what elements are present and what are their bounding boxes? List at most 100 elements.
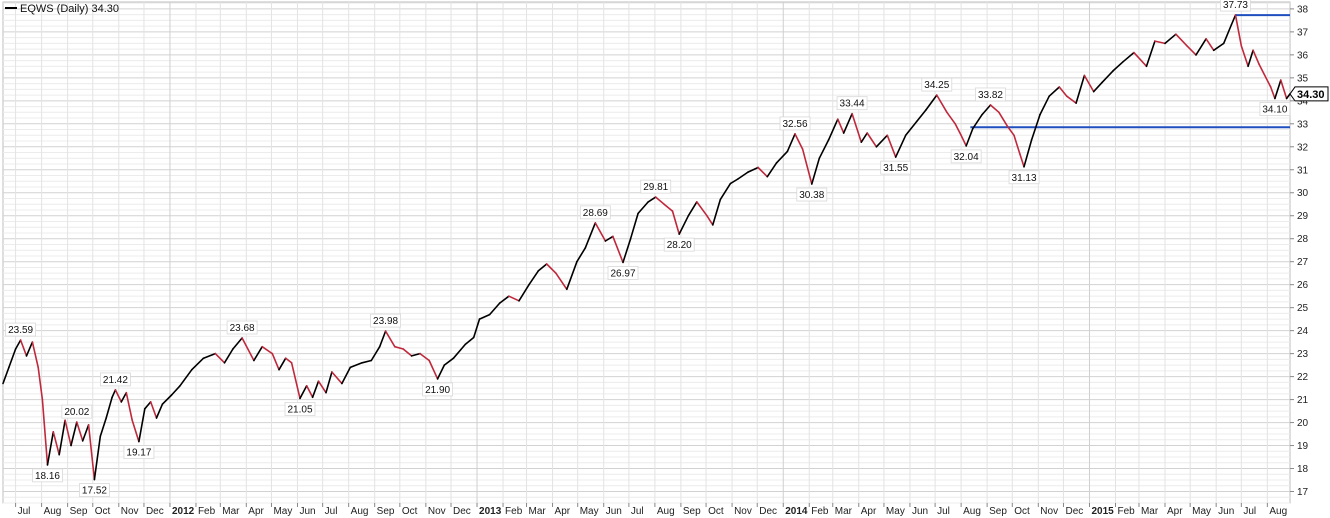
price-segment-up — [518, 283, 530, 302]
annotation-label: 37.73 — [1223, 0, 1248, 11]
x-tick-label: Oct — [1014, 506, 1030, 517]
price-segment-down — [954, 123, 962, 137]
x-tick-label: 2012 — [172, 506, 195, 517]
price-segment-down — [52, 430, 61, 456]
price-segment-up — [528, 270, 540, 286]
x-tick-label: Dec — [146, 506, 164, 517]
x-tick-label: Feb — [198, 506, 216, 517]
price-segment-up — [711, 198, 722, 226]
price-segment-down — [757, 166, 769, 178]
price-segment-up — [99, 417, 107, 438]
price-segment-up — [81, 424, 90, 442]
price-segment-down — [1154, 40, 1166, 45]
price-segment-down — [64, 419, 72, 447]
price-segment-down — [1205, 37, 1215, 52]
y-tick-label: 24 — [1297, 326, 1309, 337]
annotation-box — [61, 404, 93, 419]
price-segment-down — [1269, 86, 1276, 100]
price-segment-up — [1039, 95, 1050, 116]
price-segment-up — [622, 237, 632, 264]
price-segment-down — [695, 201, 708, 217]
last-price-label: 34.30 — [1297, 89, 1325, 101]
price-segment-down — [1058, 86, 1068, 97]
x-tick-label: Oct — [95, 506, 111, 517]
price-segment-down — [1006, 125, 1015, 137]
x-tick-label: Dec — [1065, 506, 1083, 517]
price-segment-up — [349, 361, 363, 369]
price-segment-up — [678, 214, 690, 235]
price-segment-up — [965, 127, 974, 147]
annotation-label: 20.02 — [64, 407, 89, 418]
x-tick-label: Mar — [835, 506, 853, 517]
price-segment-up — [278, 357, 287, 371]
annotation-label: 21.42 — [103, 375, 128, 386]
price-segment-down — [31, 341, 40, 369]
y-tick-label: 33 — [1297, 119, 1309, 130]
y-tick-label: 23 — [1297, 349, 1309, 360]
price-segment-down — [76, 421, 84, 442]
price-segment-up — [478, 313, 491, 320]
price-segment-down — [1133, 51, 1148, 68]
x-tick-label: Aug — [963, 506, 981, 517]
price-segment-down — [836, 118, 845, 134]
x-tick-label: Nov — [734, 506, 752, 517]
x-tick-label: Aug — [1269, 506, 1287, 517]
price-segment-down — [555, 272, 568, 291]
price-segment-up — [253, 345, 264, 362]
price-segment-down — [428, 359, 439, 380]
price-segment-up — [1230, 14, 1237, 26]
x-tick-label: Dec — [759, 506, 777, 517]
price-segment-up — [1122, 51, 1135, 63]
annotation-label: 34.25 — [924, 80, 949, 91]
x-tick-label: 2013 — [479, 506, 502, 517]
price-segment-up — [972, 113, 983, 130]
price-segment-up — [144, 401, 152, 410]
x-tick-label: Aug — [44, 506, 62, 517]
price-segment-down — [935, 94, 948, 114]
y-tick-label: 19 — [1297, 441, 1309, 452]
price-segment-up — [70, 421, 78, 447]
price-segment-up — [443, 357, 455, 366]
price-segment-up — [111, 389, 117, 399]
price-segment-up — [687, 201, 698, 217]
price-segment-down — [960, 134, 968, 147]
x-tick-label: Apr — [861, 506, 877, 517]
price-segment-up — [202, 352, 217, 360]
price-segment-up — [827, 118, 839, 141]
price-segment-up — [860, 132, 869, 143]
price-segment-down — [37, 366, 44, 401]
price-segment-down — [612, 235, 624, 264]
last-price-marker: 34.30 — [1289, 86, 1329, 102]
last-price-box — [1289, 86, 1329, 102]
price-segment-down — [241, 337, 255, 362]
annotation-box — [607, 265, 639, 280]
price-segment-down — [19, 339, 28, 357]
price-series — [2, 14, 1291, 481]
x-tick-label: Jun — [299, 506, 315, 517]
price-segment-up — [729, 178, 739, 185]
annotation-label: 31.55 — [883, 163, 908, 174]
price-segment-up — [1030, 113, 1041, 141]
y-tick-label: 20 — [1297, 418, 1309, 429]
y-tick-label: 38 — [1297, 4, 1309, 15]
price-segment-up — [325, 371, 333, 394]
trendlines — [970, 14, 1290, 129]
price-segment-up — [138, 407, 146, 443]
price-segment-down — [1280, 79, 1288, 100]
price-segment-up — [93, 435, 102, 481]
annotation-box — [950, 149, 982, 164]
price-segment-up — [1222, 24, 1233, 45]
x-tick-label: May — [1192, 506, 1211, 517]
x-tick-label: Oct — [402, 506, 418, 517]
price-segment-up — [647, 196, 657, 203]
annotation-box — [779, 116, 811, 131]
price-segment-up — [472, 318, 481, 339]
y-tick-label: 29 — [1297, 211, 1309, 222]
y-tick-label: 18 — [1297, 464, 1309, 475]
price-segment-up — [537, 263, 548, 272]
price-segment-down — [1018, 152, 1025, 168]
price-segment-up — [565, 260, 578, 291]
annotation-box — [79, 483, 110, 497]
price-segment-down — [419, 352, 431, 362]
legend-title: EQWS (Daily) 34.30 — [20, 3, 119, 15]
